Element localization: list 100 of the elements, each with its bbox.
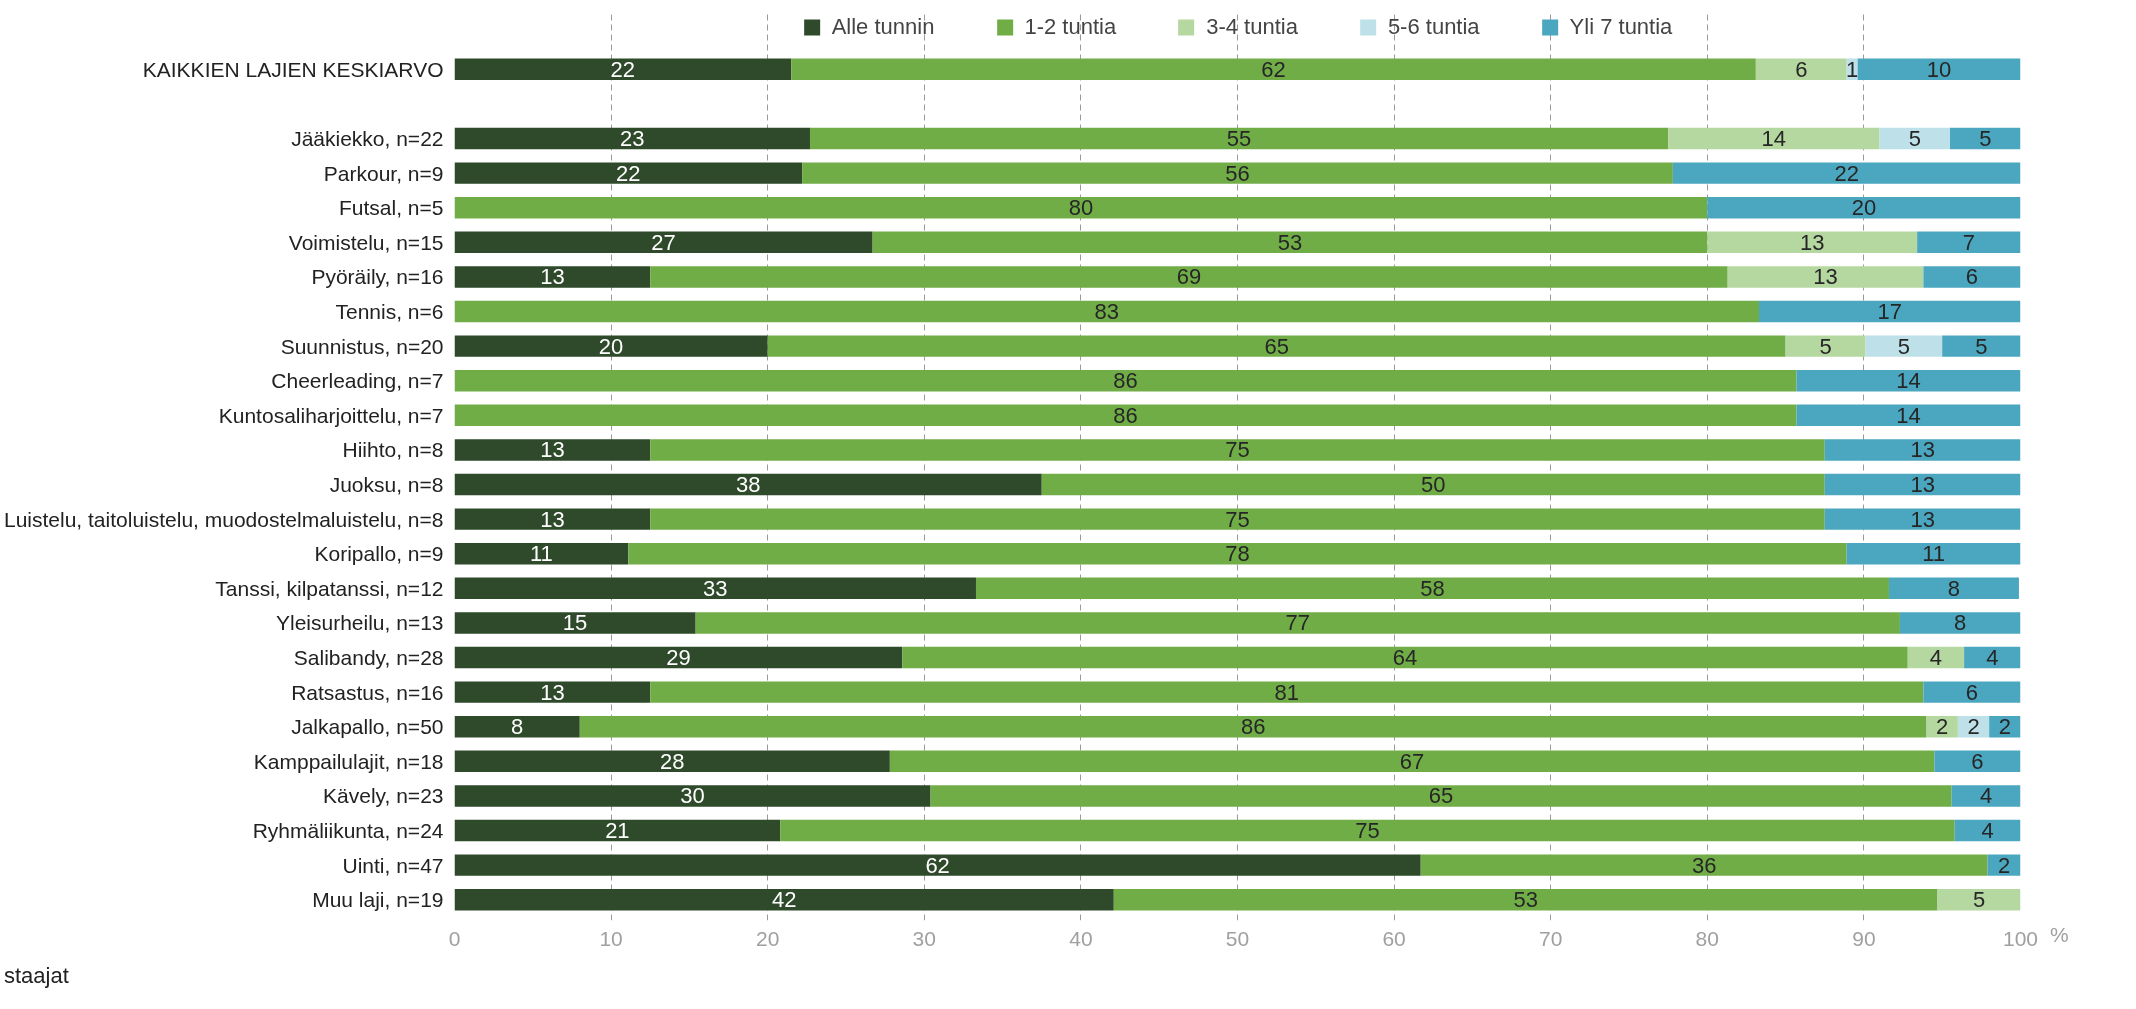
legend-label: 5-6 tuntia <box>1387 14 1480 40</box>
data-label: 55 <box>1226 126 1252 152</box>
data-label: 83 <box>1094 299 1119 325</box>
bar <box>1707 231 1918 254</box>
text: staajat <box>4 962 69 990</box>
x-tick-label: 10 <box>599 926 623 950</box>
bar <box>1865 335 1943 357</box>
x-tick-label: 90 <box>1852 926 1876 950</box>
y-tick-label: Kamppailulajit, n=18 <box>253 749 444 773</box>
x-tick-label: 20 <box>756 926 780 950</box>
bar <box>454 508 651 530</box>
data-label: 22 <box>610 56 636 82</box>
x-axis-title: % <box>2050 922 2069 948</box>
data-label: 8 <box>511 714 524 740</box>
x-tick-label: 50 <box>1225 926 1250 950</box>
data-label: 75 <box>1355 818 1380 844</box>
data-label: 8 <box>1947 575 1961 601</box>
data-label: 56 <box>1225 160 1250 186</box>
data-label: 4 <box>1929 645 1943 671</box>
legend-label: 3-4 tuntia <box>1206 14 1298 40</box>
bar <box>628 543 1847 565</box>
y-tick-label: Tennis, n=6 <box>335 300 444 324</box>
bar <box>454 473 1042 496</box>
y-tick-label: Luistelu, taitoluistelu, muodostelmaluistelu, n=8 <box>4 507 444 531</box>
bar <box>1796 404 2021 427</box>
y-tick-label: Voimistelu, n=15 <box>288 230 444 254</box>
y-tick-label: Hiihto, n=8 <box>342 438 444 462</box>
x-tick-label: 100 <box>2002 926 2039 950</box>
bar <box>454 716 580 738</box>
data-label: 13 <box>1799 229 1825 255</box>
data-label: 6 <box>1965 679 1979 705</box>
y-tick-label: Cheerleading, n=7 <box>271 369 444 393</box>
bar <box>1907 646 1965 669</box>
data-label: 36 <box>1691 852 1717 878</box>
y-tick-label: Ratsastus, n=16 <box>291 680 444 704</box>
bar <box>1937 889 2021 911</box>
data-label: 13 <box>1910 506 1935 532</box>
data-label: 23 <box>620 126 645 152</box>
bar <box>1964 646 2021 669</box>
bar <box>454 612 696 634</box>
legend-label: 1-2 tuntia <box>1024 14 1117 40</box>
data-label: 4 <box>1986 645 1999 671</box>
data-label: 75 <box>1225 437 1250 463</box>
bar <box>1857 58 2021 81</box>
bar <box>930 785 1952 807</box>
data-label: 8 <box>1954 610 1967 636</box>
legend-label: Yli 7 tuntia <box>1569 14 1673 40</box>
bar <box>1707 197 2021 219</box>
bar <box>650 508 1825 530</box>
data-label: 2 <box>1936 714 1949 740</box>
data-label: 2 <box>1997 852 2011 878</box>
data-label: 13 <box>540 679 565 705</box>
data-label: 7 <box>1962 229 1975 255</box>
bar <box>1899 612 2021 634</box>
y-tick-label: Salibandy, n=28 <box>293 646 444 670</box>
bar <box>454 231 873 254</box>
y-tick-label: KAIKKIEN LAJIEN KESKIARVO <box>142 57 444 81</box>
data-label: 21 <box>605 818 630 844</box>
data-label: 75 <box>1225 506 1250 532</box>
data-label: 50 <box>1421 472 1446 498</box>
data-label: 20 <box>1851 195 1877 221</box>
data-label: 2 <box>1998 714 2011 740</box>
data-label: 13 <box>1910 472 1935 498</box>
bar <box>1934 750 2021 773</box>
bar <box>454 197 1708 219</box>
bar <box>454 266 651 288</box>
bar <box>1888 577 2019 600</box>
data-label: 2 <box>1967 714 1980 740</box>
data-label: 14 <box>1761 126 1787 152</box>
bar <box>1824 439 2021 461</box>
data-label: 5 <box>1975 333 1988 359</box>
y-tick-label: Ryhmäliikunta, n=24 <box>252 819 444 843</box>
bar <box>889 750 1935 773</box>
x-tick-label: 40 <box>1069 926 1093 950</box>
data-label: 33 <box>703 575 728 601</box>
bar <box>1758 300 2021 323</box>
y-tick-label: Muu laji, n=19 <box>312 888 444 912</box>
y-tick-label: Uinti, n=47 <box>342 853 444 877</box>
bar <box>454 750 890 773</box>
bar <box>1824 473 2021 496</box>
bar <box>1785 335 1866 357</box>
data-label: 14 <box>1896 368 1921 394</box>
bar <box>650 439 1825 461</box>
data-label: 1 <box>1846 56 1859 82</box>
bar <box>1420 854 1988 876</box>
bar <box>454 681 651 703</box>
data-label: 5 <box>1979 126 1992 152</box>
bar <box>1917 231 2021 254</box>
data-label: 80 <box>1068 195 1094 221</box>
data-label: 5 <box>1819 333 1832 359</box>
bar <box>454 577 976 600</box>
data-label: 13 <box>540 264 565 290</box>
data-label: 4 <box>1981 818 1994 844</box>
data-label: 5 <box>1908 126 1921 152</box>
data-label: 11 <box>1922 541 1946 567</box>
data-label: 86 <box>1113 368 1138 394</box>
bar <box>454 162 803 184</box>
y-tick-label: Futsal, n=5 <box>339 196 444 220</box>
bar <box>1942 335 2021 357</box>
y-tick-label: Yleisurheilu, n=13 <box>275 611 444 635</box>
